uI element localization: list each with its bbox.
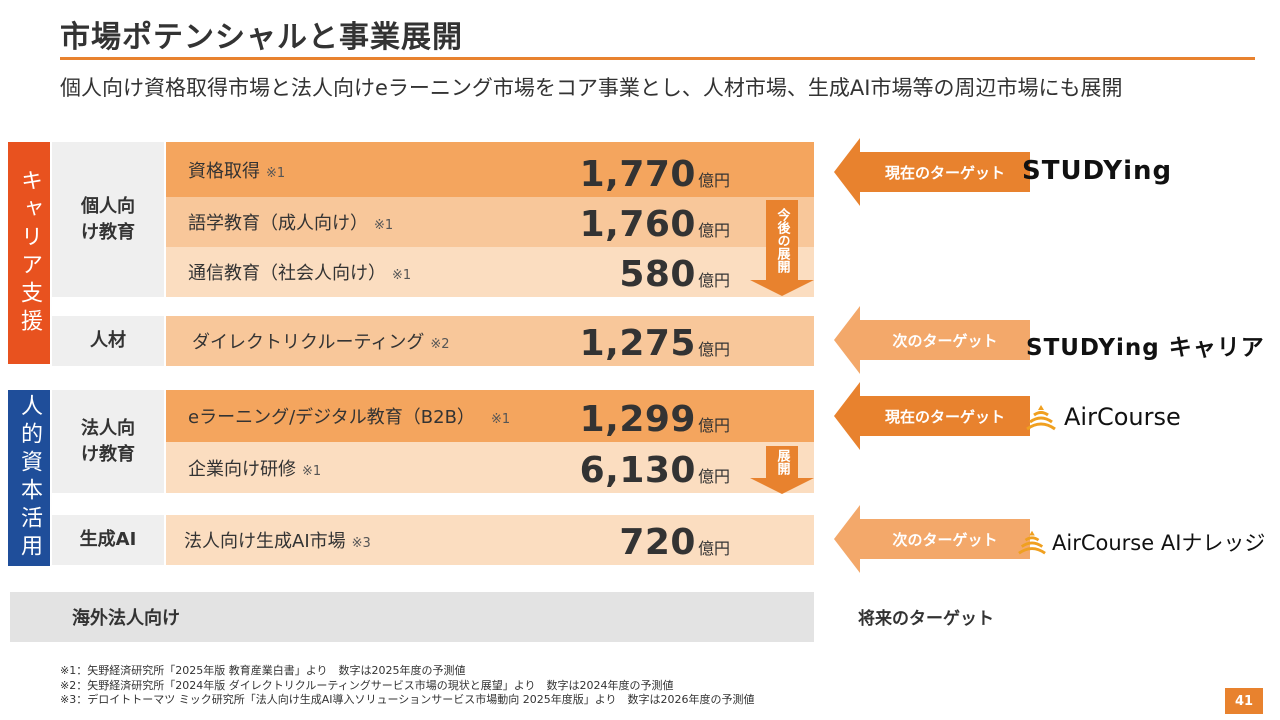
market-label: ダイレクトリクルーティング ※2: [192, 332, 450, 353]
market-row-tsushin: 通信教育（社会人向け） ※1 580 億円: [166, 247, 814, 297]
market-value: 1,275: [579, 323, 696, 364]
current-target-arrow-1: 現在のターゲット: [834, 138, 1030, 206]
market-row-gen-ai: 法人向け生成AI市場 ※3 720 億円: [166, 515, 814, 565]
market-row-direct-recruiting: ダイレクトリクルーティング ※2 1,275 億円: [166, 316, 814, 366]
studying-career-logo: STUDYing キャリア: [1026, 328, 1265, 362]
overseas-label: 海外法人向け: [72, 608, 180, 629]
footnote: ※2：矢野経済研究所「2024年版 ダイレクトリクルーティングサービス市場の現状…: [60, 678, 674, 692]
page-title: 市場ポテンシャルと事業展開: [60, 20, 463, 55]
current-target-arrow-2: 現在のターゲット: [834, 382, 1030, 450]
current-target-text: 現在のターゲット: [860, 152, 1030, 192]
group-corporate-education: 法人向け教育: [52, 390, 164, 493]
market-label: 語学教育（成人向け） ※1: [188, 213, 394, 234]
market-row-corporate-training: 企業向け研修 ※1 6,130 億円: [166, 442, 814, 493]
section-career-text: キャリア支援: [17, 169, 42, 337]
market-value: 720: [619, 522, 696, 563]
current-target-text: 現在のターゲット: [860, 396, 1030, 436]
next-target-text: 次のターゲット: [860, 519, 1030, 559]
future-expansion-arrow: 今後の展開: [750, 200, 814, 296]
expansion-arrow: 展開: [750, 446, 814, 494]
group-individual-education: 個人向け教育: [52, 142, 164, 297]
next-target-arrow-1: 次のターゲット: [834, 306, 1030, 374]
section-human-capital-label: 人的資本活用: [8, 390, 50, 566]
next-target-text: 次のターゲット: [860, 320, 1030, 360]
group-jinzai: 人材: [52, 316, 164, 366]
market-value: 1,770: [579, 154, 696, 195]
aircourse-logo: AirCourse: [1026, 402, 1181, 432]
market-value: 1,760: [579, 204, 696, 245]
market-label: 資格取得 ※1: [188, 160, 286, 182]
page-subtitle: 個人向け資格取得市場と法人向けeラーニング市場をコア事業とし、人材市場、生成AI…: [60, 76, 1123, 100]
section-human-capital-text: 人的資本活用: [17, 394, 42, 562]
market-value: 1,299: [579, 399, 696, 440]
market-label: 通信教育（社会人向け） ※1: [188, 263, 412, 284]
market-label: 企業向け研修 ※1: [188, 458, 322, 480]
title-divider: [60, 57, 1255, 60]
market-value: 580: [619, 254, 696, 295]
group-gen-ai: 生成AI: [52, 515, 164, 565]
section-career-label: キャリア支援: [8, 142, 50, 364]
aircourse-mark-icon: [1018, 530, 1046, 555]
aircourse-mark-icon: [1026, 405, 1056, 431]
next-target-arrow-2: 次のターゲット: [834, 505, 1030, 573]
market-row-gogaku: 語学教育（成人向け） ※1 1,760 億円: [166, 197, 814, 247]
studying-logo-text: STUDYing: [1022, 156, 1173, 186]
footnotes: ※1：矢野経済研究所「2025年版 教育産業白書」より 数字は2025年度の予測…: [60, 664, 755, 708]
footnote: ※3：デロイトトーマツ ミック研究所「法人向け生成AI導入ソリューションサービス…: [60, 693, 755, 706]
footnote: ※1：矢野経済研究所「2025年版 教育産業白書」より 数字は2025年度の予測…: [60, 664, 466, 677]
market-row-shikaku: 資格取得 ※1 1,770 億円: [166, 142, 814, 197]
aircourse-logo-text: AirCourse: [1064, 403, 1181, 431]
page-number: 41: [1225, 688, 1263, 714]
studying-logo: STUDYing: [1022, 156, 1172, 186]
expansion-text: 展開: [766, 446, 798, 478]
market-label: 法人向け生成AI市場 ※3: [184, 531, 371, 552]
aircourse-ai-logo: AirCourse AIナレッジ: [1018, 527, 1265, 557]
overseas-row: 海外法人向け: [10, 592, 814, 642]
studying-career-logo-text: STUDYing キャリア: [1026, 335, 1265, 361]
future-target-label: 将来のターゲット: [858, 609, 994, 629]
market-row-elearning: eラーニング/デジタル教育（B2B） ※1 1,299 億円: [166, 390, 814, 442]
market-label: eラーニング/デジタル教育（B2B） ※1: [188, 407, 511, 428]
market-value: 6,130: [579, 450, 696, 491]
aircourse-ai-logo-text: AirCourse AIナレッジ: [1052, 531, 1266, 555]
future-expansion-text: 今後の展開: [766, 200, 798, 280]
